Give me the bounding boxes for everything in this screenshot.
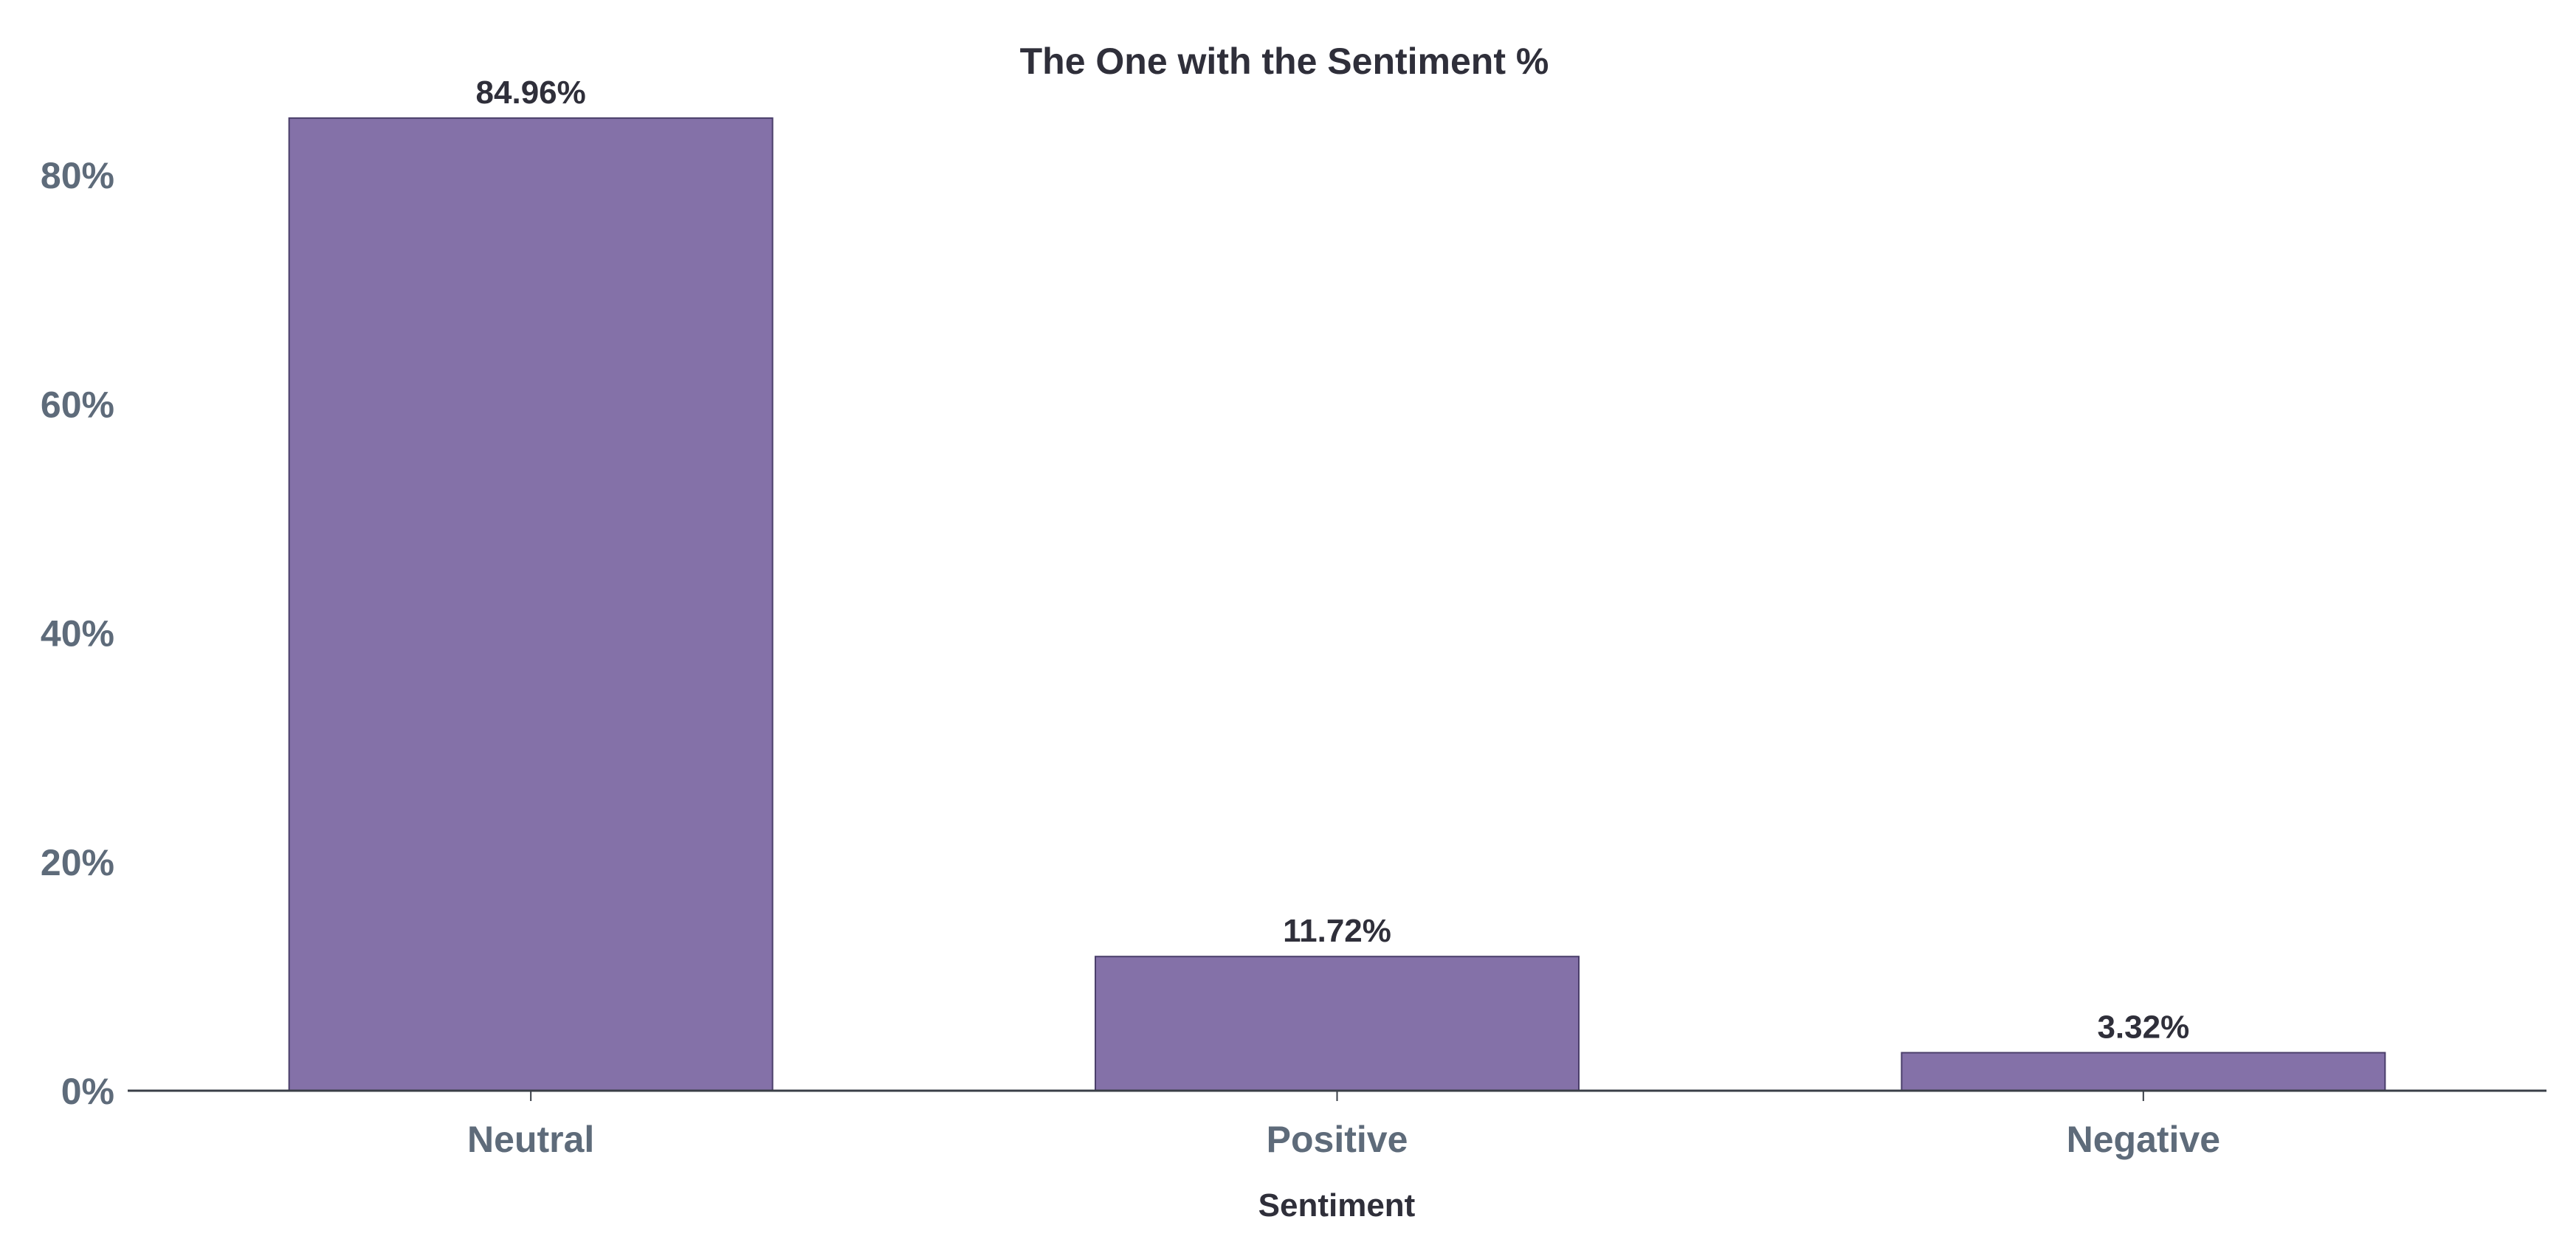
y-axis-ticks: 0% 20% 40% 60% 80% xyxy=(41,155,114,1112)
y-tick-label: 80% xyxy=(41,155,114,196)
x-tick-label-positive: Positive xyxy=(1267,1119,1408,1160)
bar-positive xyxy=(1095,956,1580,1091)
bars xyxy=(288,117,2386,1092)
data-label-neutral: 84.96% xyxy=(476,75,586,111)
bar-negative xyxy=(1901,1052,2386,1092)
x-tick-label-neutral: Neutral xyxy=(467,1119,594,1160)
data-label-positive: 11.72% xyxy=(1283,913,1391,949)
x-tick-label-negative: Negative xyxy=(2067,1119,2220,1160)
x-axis-label: Sentiment xyxy=(1258,1187,1416,1224)
y-tick-label: 0% xyxy=(61,1071,114,1112)
data-label-negative: 3.32% xyxy=(2097,1009,2189,1045)
bar-neutral xyxy=(288,117,774,1092)
y-tick-label: 20% xyxy=(41,842,114,883)
chart-title: The One with the Sentiment % xyxy=(1020,41,1549,82)
x-axis-ticks: Neutral Positive Negative xyxy=(467,1091,2220,1160)
data-labels: 84.96% 11.72% 3.32% xyxy=(476,75,2190,1045)
y-tick-label: 60% xyxy=(41,384,114,425)
y-tick-label: 40% xyxy=(41,613,114,655)
